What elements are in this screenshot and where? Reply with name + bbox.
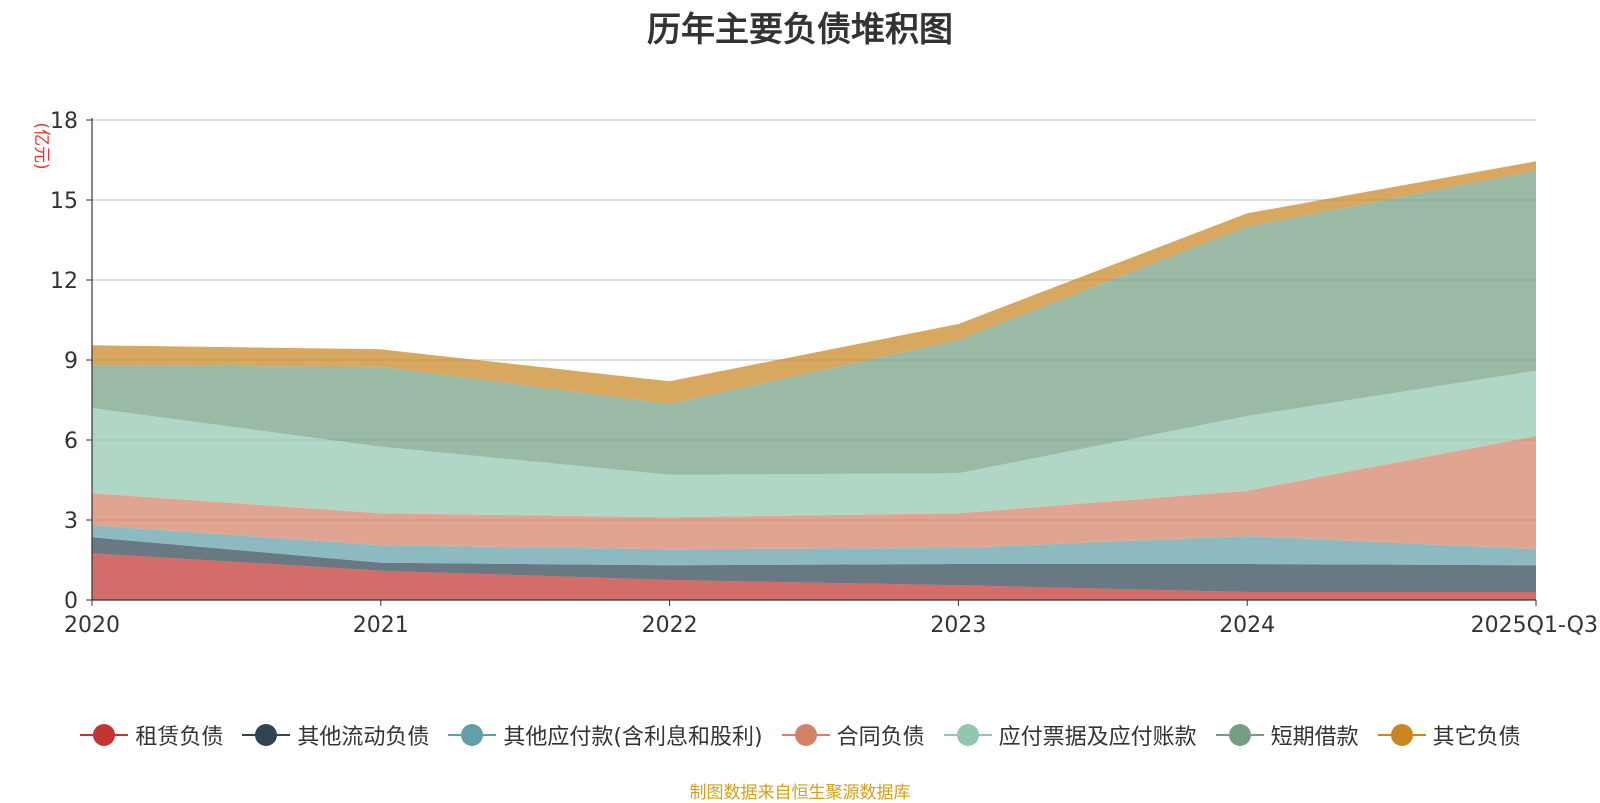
legend-item[interactable]: 应付票据及应付账款 [943,719,1197,751]
legend-label: 租赁负债 [135,719,223,751]
y-tick-label: 12 [50,269,78,294]
legend-marker-icon [781,722,831,748]
legend-label: 短期借款 [1271,719,1359,751]
legend-label: 合同负债 [837,719,925,751]
legend-marker-icon [1215,722,1265,748]
legend: 租赁负债 其他流动负债 其他应付款(含利息和股利) 合同负债 应付票据及应付账款 短期借款… [0,718,1600,752]
x-tick-label: 2021 [353,613,409,638]
legend-item[interactable]: 其它负债 [1377,719,1521,751]
x-tick-label: 2025Q1-Q3 [1471,613,1598,638]
legend-label: 其他流动负债 [297,719,429,751]
legend-item[interactable]: 其他流动负债 [241,719,429,751]
legend-label: 其它负债 [1433,719,1521,751]
source-note: 制图数据来自恒生聚源数据库 [0,778,1600,803]
legend-item[interactable]: 短期借款 [1215,719,1359,751]
legend-marker-icon [241,722,291,748]
y-tick-label: 3 [64,509,78,534]
y-axis-label: (亿元) [31,122,51,169]
legend-marker-icon [943,722,993,748]
legend-marker-icon [1377,722,1427,748]
legend-item[interactable]: 租赁负债 [79,719,223,751]
x-tick-label: 2022 [642,613,698,638]
y-tick-label: 9 [64,349,78,374]
area-layer [92,161,1536,600]
x-tick-label: 2020 [64,613,120,638]
legend-item[interactable]: 合同负债 [781,719,925,751]
x-tick-label: 2023 [930,613,986,638]
y-tick-label: 6 [64,429,78,454]
legend-label: 其他应付款(含利息和股利) [503,719,762,751]
y-tick-label: 15 [50,189,78,214]
legend-item[interactable]: 其他应付款(含利息和股利) [447,719,762,751]
legend-marker-icon [79,722,129,748]
legend-marker-icon [447,722,497,748]
y-tick-label: 0 [64,589,78,614]
x-tick-label: 2024 [1219,613,1275,638]
legend-label: 应付票据及应付账款 [999,719,1197,751]
y-tick-label: 18 [50,109,78,134]
